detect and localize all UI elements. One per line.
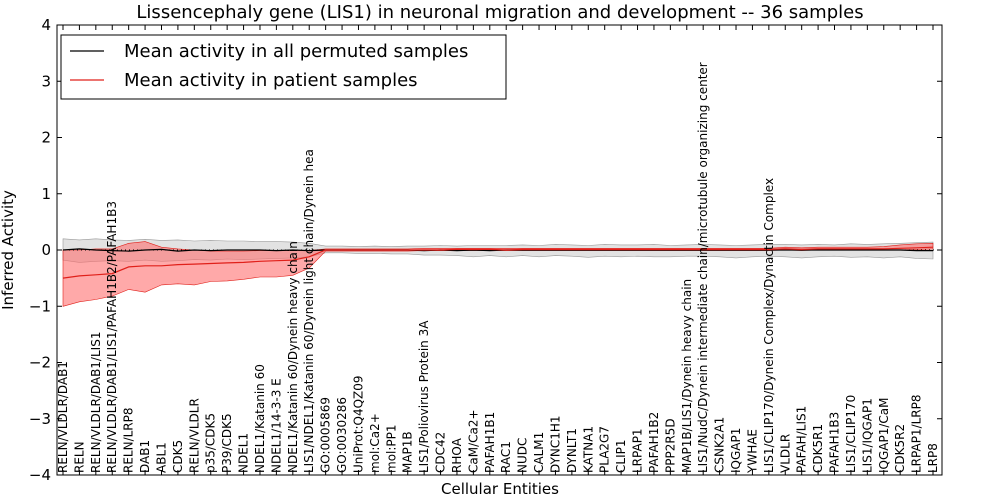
category-label: PAFAH1B2 <box>647 412 661 473</box>
patient-confidence-band <box>62 241 934 307</box>
y-tick-label: 4 <box>41 16 51 34</box>
category-label: NUDC <box>516 438 530 473</box>
category-label: RELN/VLDLR <box>187 398 201 473</box>
category-label: PAFAH1B3 <box>828 412 842 473</box>
category-label: KATNA1 <box>581 426 595 473</box>
category-label: PAFAH1B1 <box>483 412 497 473</box>
lines-layer <box>62 246 934 279</box>
category-label: UniProt:Q4QZ09 <box>352 375 366 473</box>
category-label: CDK5 <box>171 440 185 473</box>
category-label: LIS1/NDEL1/Katanin 60/Dynein light chain… <box>302 149 316 473</box>
y-tick-label: 3 <box>41 72 51 90</box>
y-tick-label: −4 <box>29 466 51 484</box>
category-label: RAC1 <box>499 441 513 473</box>
y-axis-label: Inferred Activity <box>0 190 17 310</box>
category-label: ABL1 <box>155 442 169 473</box>
legend: Mean activity in all permuted samples Mea… <box>60 34 507 100</box>
category-label: RELN/VLDLR/DAB1/LIS1 <box>89 332 103 473</box>
legend-box <box>60 34 507 100</box>
category-label: CDK5R1 <box>811 424 825 473</box>
category-label: GO:0030286 <box>335 397 349 473</box>
category-label: MAP1B <box>401 431 415 473</box>
category-label: YWHAE <box>745 429 759 474</box>
category-label: DAB1 <box>138 440 152 473</box>
category-label: LIS1/CLIP170/Dynein Complex/Dynactin Com… <box>762 178 776 473</box>
y-tick-label: −2 <box>29 354 51 372</box>
category-label: p35/CDK5 <box>204 413 218 473</box>
category-label: PAFAH/LIS1 <box>795 406 809 473</box>
category-label: CDC42 <box>434 432 448 473</box>
category-label: IQGAP1/CaM <box>877 398 891 474</box>
category-label: CaM/Ca2+ <box>466 409 480 473</box>
y-tick-label: −3 <box>29 410 51 428</box>
y-tick-label: 2 <box>41 129 51 147</box>
category-label: LRP8 <box>926 443 940 473</box>
category-label: LRPAP1 <box>631 428 645 473</box>
chart-title: Lissencephaly gene (LIS1) in neuronal mi… <box>136 2 863 23</box>
category-label: GO:0005869 <box>319 397 333 473</box>
category-label: LIS1/CLIP170 <box>844 395 858 473</box>
patient-mean-line <box>62 246 934 279</box>
legend-entry: Mean activity in patient samples <box>124 70 418 91</box>
category-label: mol:PP1 <box>384 424 398 473</box>
category-label: RELN <box>72 441 86 473</box>
category-label: P39/CDK5 <box>220 413 234 473</box>
category-label: LIS1/NudC/Dynein intermediate chain/micr… <box>696 62 710 473</box>
x-axis-label: Cellular Entities <box>441 480 559 498</box>
category-label: CDK5R2 <box>893 424 907 473</box>
category-label: RELN/VLDLR/DAB1/LIS1/PAFAH1B2/PAFAH1B3 <box>105 201 119 473</box>
category-label: RELN/VLDLR/DAB1 <box>56 361 70 473</box>
y-axis: −4 −3 −2 −1 0 1 2 3 4 <box>29 16 942 484</box>
category-label: CSNK2A1 <box>713 417 727 473</box>
category-label: RELN/LRP8 <box>122 407 136 473</box>
category-label: PLA2G7 <box>598 426 612 473</box>
category-label: LIS1/IQGAP1 <box>860 398 874 473</box>
category-label: DYNC1H1 <box>549 415 563 473</box>
category-label: PPP2R5D <box>663 418 677 473</box>
category-label: DYNLT1 <box>565 428 579 473</box>
y-tick-label: 1 <box>41 185 51 203</box>
category-label: mol:Ca2+ <box>368 413 382 473</box>
category-label: LRPAP1/LRP8 <box>910 394 924 473</box>
category-label: LIS1/Poliovirus Protein 3A <box>417 320 431 473</box>
category-label: IQGAP1 <box>729 428 743 473</box>
legend-entry: Mean activity in all permuted samples <box>124 41 468 62</box>
category-label: CLIP1 <box>614 440 628 473</box>
category-label: NDEL1/Katanin 60/Dynein heavy chain <box>286 241 300 473</box>
category-labels: RELN/VLDLR/DAB1 RELN RELN/VLDLR/DAB1/LIS1 R… <box>56 25 940 475</box>
category-label: NDEL1 <box>237 433 251 473</box>
category-label: VLDLR <box>778 434 792 473</box>
y-tick-label: 0 <box>41 241 51 259</box>
category-label: NDEL1/Katanin 60 <box>253 364 267 473</box>
category-label: RHOA <box>450 437 464 473</box>
y-tick-label: −1 <box>29 297 51 315</box>
category-label: MAP1B/LIS1/Dynein heavy chain <box>680 279 694 473</box>
category-label: CALM1 <box>532 432 546 473</box>
category-label: NDEL1/14-3-3 E <box>269 378 283 473</box>
